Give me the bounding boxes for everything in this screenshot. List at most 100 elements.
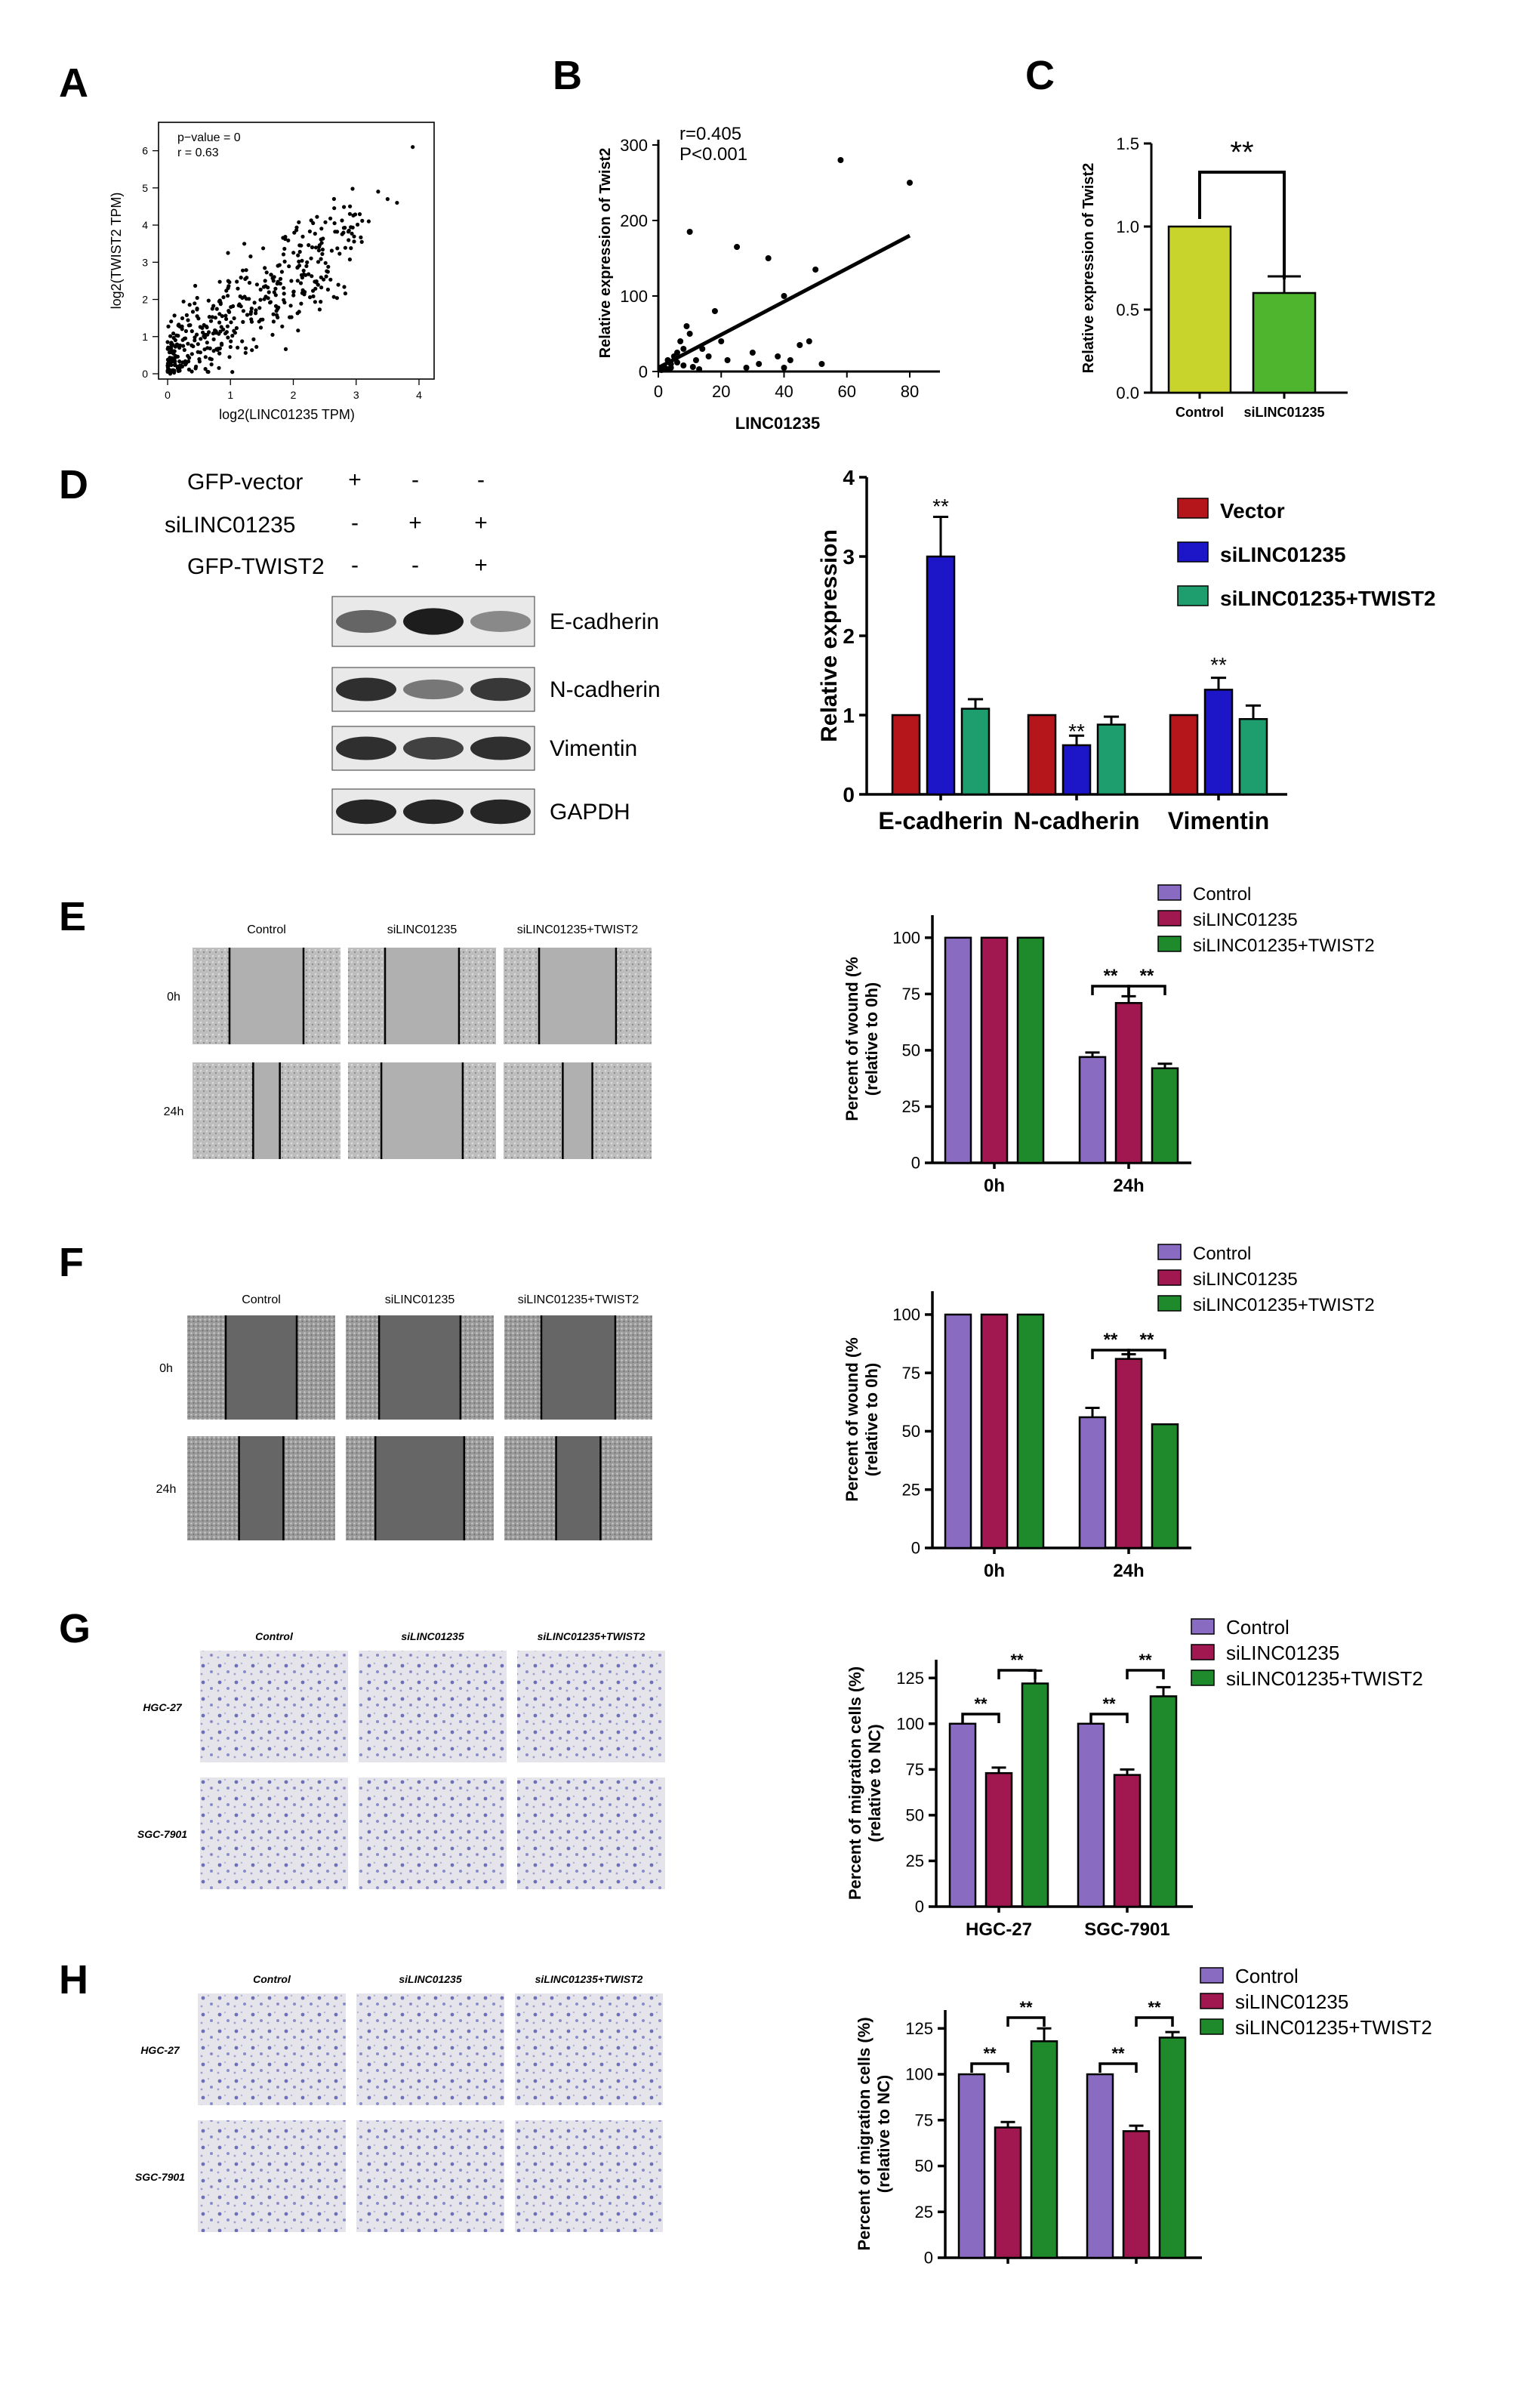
scatter-point [263, 266, 267, 270]
scatter-point [264, 270, 269, 275]
scatter-point [169, 319, 174, 324]
y-tick-label: 6 [142, 145, 148, 157]
panel-d-western-blot: GFP-vector siLINC01235 GFP-TWIST2 + - -- + +… [165, 467, 661, 835]
y-tick-label: 300 [620, 136, 648, 155]
y-tick-label: 0 [843, 783, 855, 806]
legend-swatch [1191, 1618, 1215, 1635]
scatter-point [341, 226, 346, 230]
scatter-point [283, 347, 288, 351]
scatter-point [241, 309, 245, 313]
scatter-point [227, 310, 232, 314]
scatter-point [288, 304, 293, 308]
scatter-point [181, 299, 186, 304]
y-tick-label: 100 [896, 1714, 924, 1733]
scatter-point [199, 337, 203, 341]
scatter-point [214, 307, 219, 311]
panel-b-ticks: 0 20 40 60 80 0 100 200 300 [620, 136, 919, 401]
scatter-point [217, 346, 222, 351]
scatter-point [187, 356, 192, 360]
legend-swatch [1177, 585, 1209, 606]
category-label: 0h [984, 1561, 1005, 1581]
scatter-point [261, 285, 267, 289]
scatter-point [249, 319, 254, 324]
scatter-point [217, 365, 221, 370]
wound-gap [230, 948, 304, 1044]
y-tick-label: 2 [843, 624, 855, 648]
scatter-point [332, 206, 337, 211]
scatter-point [184, 313, 189, 317]
scatter-point [247, 280, 252, 285]
category-label: Vimentin [1168, 807, 1270, 834]
scatter-point [226, 279, 230, 283]
scatter-point [195, 295, 199, 301]
scatter-point [692, 357, 699, 363]
scatter-point [176, 334, 180, 338]
bar [944, 1313, 972, 1549]
scatter-point [193, 338, 197, 343]
x-tick-label: 0 [654, 382, 663, 401]
scatter-point [234, 325, 239, 331]
y-tick-label: 50 [915, 2157, 933, 2175]
y-tick-label: 125 [905, 2019, 933, 2038]
legend-label: siLINC01235+TWIST2 [1235, 2016, 1432, 2039]
bar [1151, 1067, 1179, 1164]
significance-bracket [1135, 2016, 1174, 2027]
scatter-point [226, 294, 230, 298]
scatter-point [196, 342, 200, 347]
scatter-point [224, 330, 229, 335]
micrograph-image [515, 2120, 663, 2232]
bar [1169, 714, 1199, 796]
panel-letter-f: F [59, 1240, 84, 1285]
blot-mark: - [411, 467, 419, 492]
significance-bracket [1098, 2062, 1138, 2073]
scatter-point [307, 229, 312, 234]
scatter-point [280, 324, 285, 328]
significance-bracket [1127, 1349, 1166, 1359]
scatter-point [193, 283, 198, 288]
scatter-point [236, 345, 240, 350]
scatter-point [385, 197, 390, 202]
legend-label: siLINC01235+TWIST2 [1193, 1295, 1375, 1315]
scatter-point [299, 301, 304, 306]
legend-label: siLINC01235 [1193, 1269, 1298, 1290]
scatter-point [781, 293, 787, 299]
bar [948, 1722, 977, 1908]
image-row-label: SGC-7901 [135, 2171, 185, 2183]
scatter-point [334, 296, 339, 301]
scatter-point [186, 367, 191, 372]
scatter-point [319, 241, 324, 245]
scatter-point [756, 361, 763, 367]
scatter-point [240, 339, 245, 344]
scatter-point [230, 334, 235, 338]
legend-label: Control [1193, 884, 1251, 905]
bar [1151, 1423, 1179, 1549]
blot-band [470, 677, 531, 701]
panel-a-ticks: 0 1 2 3 4 0 1 2 3 4 5 6 [142, 145, 422, 401]
scatter-point [172, 370, 177, 375]
significance-bracket [970, 2062, 1009, 2073]
significance-mark: ** [983, 2044, 997, 2063]
scatter-point [196, 316, 201, 321]
scatter-point [220, 314, 224, 319]
legend-label: Control [1226, 1616, 1290, 1639]
scatter-point [297, 249, 302, 254]
scatter-point [333, 230, 337, 234]
scatter-point [281, 252, 286, 257]
scatter-point [258, 325, 263, 330]
bar [1203, 689, 1234, 796]
scatter-point [283, 235, 288, 239]
scatter-point [357, 212, 362, 217]
scatter-point [350, 187, 355, 191]
y-tick-label: 75 [906, 1760, 924, 1779]
scatter-point [208, 319, 214, 323]
legend-label: siLINC01235 [1193, 910, 1298, 930]
legend-swatch [1177, 498, 1209, 519]
blot-bands: E-cadherin N-cadherin Vimentin GAPDH [331, 596, 661, 835]
scatter-point [207, 315, 211, 319]
scatter-point [356, 222, 360, 227]
scatter-point [233, 331, 237, 335]
blot-mark: - [411, 553, 419, 578]
x-tick-label: 4 [416, 389, 422, 401]
panel-letter-c: C [1025, 53, 1055, 98]
scatter-point [683, 323, 690, 329]
